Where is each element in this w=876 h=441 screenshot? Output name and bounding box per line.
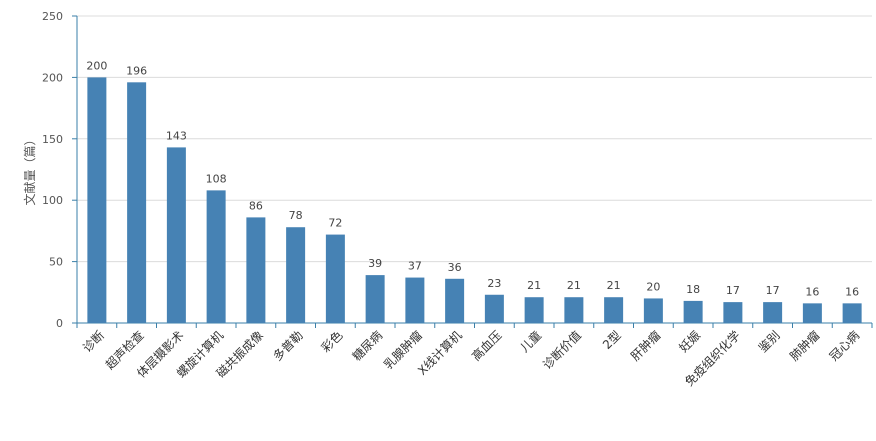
y-tick-label: 150 bbox=[42, 133, 63, 146]
data-label: 16 bbox=[805, 285, 819, 298]
x-tick-label: 鉴别 bbox=[756, 328, 783, 355]
bar[interactable] bbox=[643, 298, 663, 323]
bar[interactable] bbox=[763, 302, 783, 323]
bar[interactable] bbox=[802, 303, 822, 323]
bar[interactable] bbox=[683, 300, 703, 323]
x-tick-label: 彩色 bbox=[319, 328, 346, 355]
bar[interactable] bbox=[564, 297, 584, 323]
y-axis-ticks: 0 50 100 150 200 250 bbox=[42, 10, 77, 330]
data-label: 108 bbox=[206, 172, 227, 185]
data-label: 21 bbox=[527, 279, 541, 292]
x-tick-label: 冠心病 bbox=[826, 328, 862, 364]
data-label: 39 bbox=[368, 257, 382, 270]
data-label: 16 bbox=[845, 285, 859, 298]
bar[interactable] bbox=[842, 303, 862, 323]
data-label: 17 bbox=[726, 284, 740, 297]
x-tick-label: 肺肿瘤 bbox=[786, 328, 822, 364]
x-tick-label: 肝肿瘤 bbox=[627, 328, 663, 364]
data-label: 196 bbox=[126, 64, 147, 77]
x-tick-label: 妊娠 bbox=[676, 328, 703, 355]
y-tick-label: 250 bbox=[42, 10, 63, 23]
data-labels: 200 196 143 108 86 78 72 39 37 36 23 21 21 21 20 18 17 17… bbox=[86, 59, 859, 298]
data-label: 18 bbox=[686, 283, 700, 296]
x-tick-label: 诊断价值 bbox=[539, 328, 584, 373]
bar[interactable] bbox=[206, 190, 226, 323]
y-tick-label: 100 bbox=[42, 194, 63, 207]
data-label: 20 bbox=[646, 280, 660, 293]
gridlines bbox=[77, 15, 872, 263]
x-tick-label: 2型 bbox=[600, 328, 624, 352]
bar[interactable] bbox=[127, 82, 147, 323]
data-label: 17 bbox=[766, 284, 780, 297]
data-label: 37 bbox=[408, 260, 422, 273]
bar[interactable] bbox=[604, 297, 624, 323]
data-label: 78 bbox=[289, 209, 303, 222]
data-label: 21 bbox=[567, 279, 581, 292]
bar[interactable] bbox=[286, 227, 306, 323]
bar[interactable] bbox=[723, 302, 743, 323]
x-tick-label: 诊断 bbox=[79, 328, 107, 356]
y-tick-label: 200 bbox=[42, 71, 63, 84]
x-tick-label: 高血压 bbox=[468, 328, 504, 364]
x-tick-label: 儿童 bbox=[517, 328, 545, 356]
y-tick-label: 50 bbox=[49, 256, 63, 269]
data-label: 21 bbox=[607, 279, 621, 292]
bar[interactable] bbox=[524, 297, 544, 323]
data-label: 200 bbox=[86, 59, 107, 72]
x-tick-label: 糖尿病 bbox=[349, 328, 385, 364]
y-tick-label: 0 bbox=[56, 317, 63, 330]
bar[interactable] bbox=[445, 278, 465, 323]
bars bbox=[87, 77, 862, 324]
data-label: 86 bbox=[249, 199, 263, 212]
bar[interactable] bbox=[365, 275, 385, 323]
y-axis-title: 文献量（篇） bbox=[22, 133, 37, 205]
data-label: 143 bbox=[166, 129, 187, 142]
bar[interactable] bbox=[166, 147, 186, 323]
bar[interactable] bbox=[405, 277, 425, 323]
bar[interactable] bbox=[484, 294, 504, 323]
bar[interactable] bbox=[325, 234, 345, 323]
x-tick-label: 多普勒 bbox=[270, 328, 305, 363]
bar[interactable] bbox=[246, 217, 266, 323]
bar[interactable] bbox=[87, 77, 107, 324]
data-label: 72 bbox=[328, 217, 342, 230]
data-label: 36 bbox=[448, 261, 462, 274]
data-label: 23 bbox=[487, 277, 501, 290]
